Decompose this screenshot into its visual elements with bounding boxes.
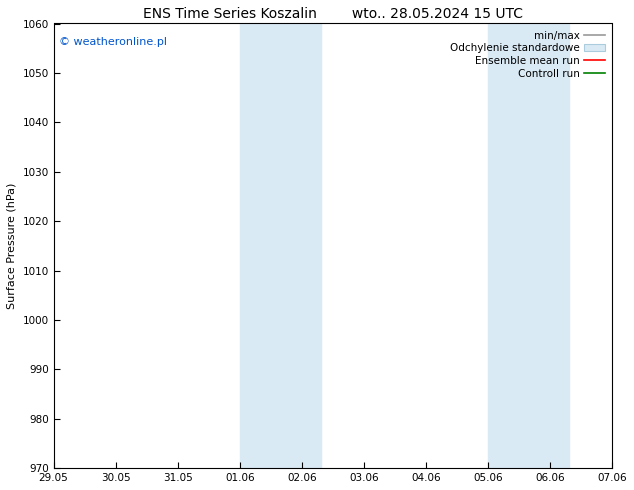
Legend: min/max, Odchylenie standardowe, Ensemble mean run, Controll run: min/max, Odchylenie standardowe, Ensembl… — [448, 29, 607, 81]
Text: © weatheronline.pl: © weatheronline.pl — [59, 37, 167, 47]
Bar — [240, 24, 321, 468]
Title: ENS Time Series Koszalin        wto.. 28.05.2024 15 UTC: ENS Time Series Koszalin wto.. 28.05.202… — [143, 7, 523, 21]
Y-axis label: Surface Pressure (hPa): Surface Pressure (hPa) — [7, 183, 17, 309]
Bar — [488, 24, 569, 468]
